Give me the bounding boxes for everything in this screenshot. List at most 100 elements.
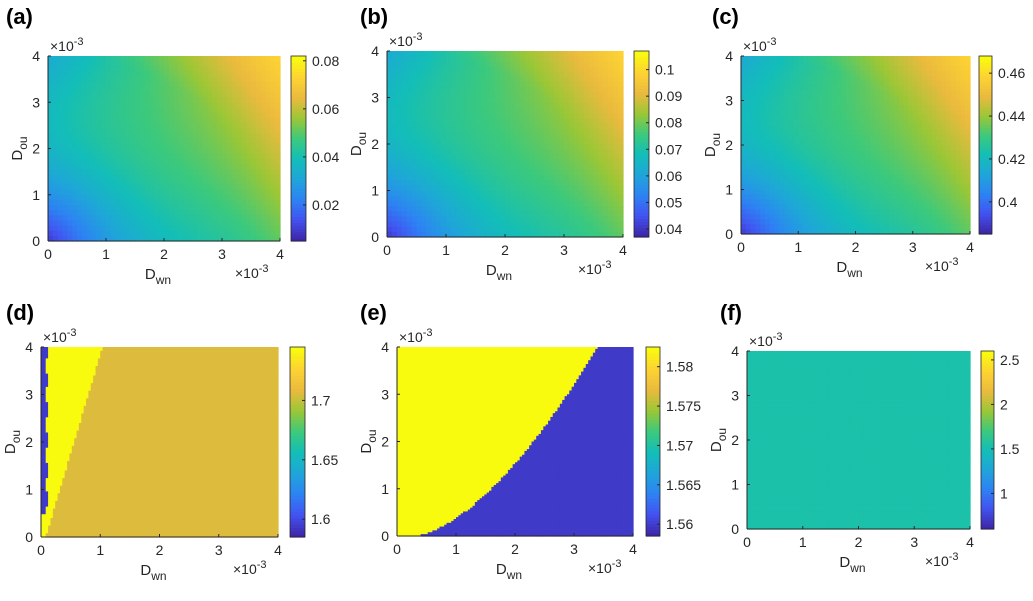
heatmap-cell (145, 71, 150, 77)
heatmap-cell (53, 66, 58, 72)
heatmap-cell (111, 169, 116, 175)
heatmap-cell (130, 82, 135, 88)
heatmap-cell (164, 169, 169, 175)
heatmap-cell (48, 184, 53, 190)
heatmap-cell (179, 179, 184, 185)
heatmap-cell (87, 215, 92, 221)
heatmap-cell (169, 215, 174, 221)
heatmap-cell (174, 123, 179, 129)
heatmap-cell (150, 190, 155, 196)
heatmap-cell (63, 184, 68, 190)
heatmap-cell (150, 174, 155, 180)
heatmap-cell (130, 113, 135, 119)
heatmap-cell (179, 138, 184, 144)
heatmap-cell (111, 87, 116, 93)
heatmap-cell (164, 164, 169, 170)
heatmap-cell (96, 169, 101, 175)
heatmap-cell (53, 128, 58, 134)
heatmap-cell (121, 200, 126, 206)
heatmap-cell (67, 200, 72, 206)
heatmap-cell (58, 200, 63, 206)
heatmap-cell (87, 143, 92, 149)
heatmap-cell (67, 113, 72, 119)
heatmap-cell (135, 210, 140, 216)
heatmap-cell (72, 138, 77, 144)
heatmap-cell (63, 154, 68, 160)
heatmap-cell (72, 107, 77, 113)
heatmap-cell (58, 113, 63, 119)
heatmap-cell (174, 102, 179, 108)
heatmap-cell (154, 92, 159, 98)
heatmap-cell (188, 107, 193, 113)
heatmap-cell (48, 87, 53, 93)
heatmap-cell (145, 138, 150, 144)
heatmap-cell (77, 231, 82, 237)
heatmap-cell (198, 56, 203, 62)
heatmap-cell (58, 154, 63, 160)
heatmap-cell (101, 231, 106, 237)
heatmap-cell (77, 226, 82, 232)
heatmap-cell (193, 143, 198, 149)
heatmap-cell (145, 205, 150, 211)
heatmap-cell (198, 102, 203, 108)
heatmap-cell (87, 71, 92, 77)
heatmap-cell (150, 164, 155, 170)
heatmap-cell (116, 71, 121, 77)
heatmap-cell (150, 231, 155, 237)
heatmap-cell (87, 102, 92, 108)
heatmap-cell (140, 226, 145, 232)
heatmap-cell (77, 195, 82, 201)
heatmap-cell (193, 231, 198, 237)
heatmap-cell (82, 143, 87, 149)
heatmap-cell (130, 169, 135, 175)
heatmap-cell (125, 66, 130, 72)
heatmap-cell (106, 215, 111, 221)
heatmap-cell (135, 164, 140, 170)
heatmap-cell (87, 77, 92, 83)
heatmap-cell (106, 169, 111, 175)
heatmap-cell (121, 138, 126, 144)
heatmap-cell (193, 205, 198, 211)
heatmap-cell (188, 179, 193, 185)
heatmap-cell (145, 66, 150, 72)
heatmap-cell (77, 138, 82, 144)
heatmap-cell (92, 215, 97, 221)
heatmap-cell (48, 174, 53, 180)
heatmap-cell (72, 82, 77, 88)
heatmap-cell (58, 71, 63, 77)
heatmap-cell (140, 97, 145, 103)
heatmap-cell (135, 128, 140, 134)
heatmap-cell (188, 210, 193, 216)
heatmap-cell (53, 71, 58, 77)
heatmap-cell (111, 184, 116, 190)
heatmap-cell (150, 226, 155, 232)
heatmap-cell (183, 220, 188, 226)
heatmap-cell (77, 77, 82, 83)
heatmap-cell (188, 226, 193, 232)
heatmap-cell (174, 174, 179, 180)
heatmap-cell (193, 107, 198, 113)
heatmap-cell (67, 205, 72, 211)
heatmap-cell (111, 195, 116, 201)
heatmap-cell (106, 118, 111, 124)
heatmap-cell (174, 66, 179, 72)
heatmap-cell (130, 123, 135, 129)
heatmap-cell (63, 71, 68, 77)
heatmap-cell (82, 133, 87, 139)
heatmap-cell (179, 149, 184, 155)
heatmap-cell (96, 184, 101, 190)
heatmap-cell (53, 61, 58, 67)
heatmap-cell (77, 66, 82, 72)
heatmap-cell (174, 149, 179, 155)
heatmap-cell (169, 113, 174, 119)
heatmap-cell (63, 210, 68, 216)
heatmap-cell (193, 169, 198, 175)
heatmap-cell (116, 169, 121, 175)
heatmap-cell (116, 123, 121, 129)
heatmap-cell (125, 97, 130, 103)
heatmap-cell (48, 226, 53, 232)
heatmap-cell (48, 82, 53, 88)
heatmap-cell (159, 205, 164, 211)
heatmap-cell (150, 200, 155, 206)
heatmap-cell (198, 123, 203, 129)
